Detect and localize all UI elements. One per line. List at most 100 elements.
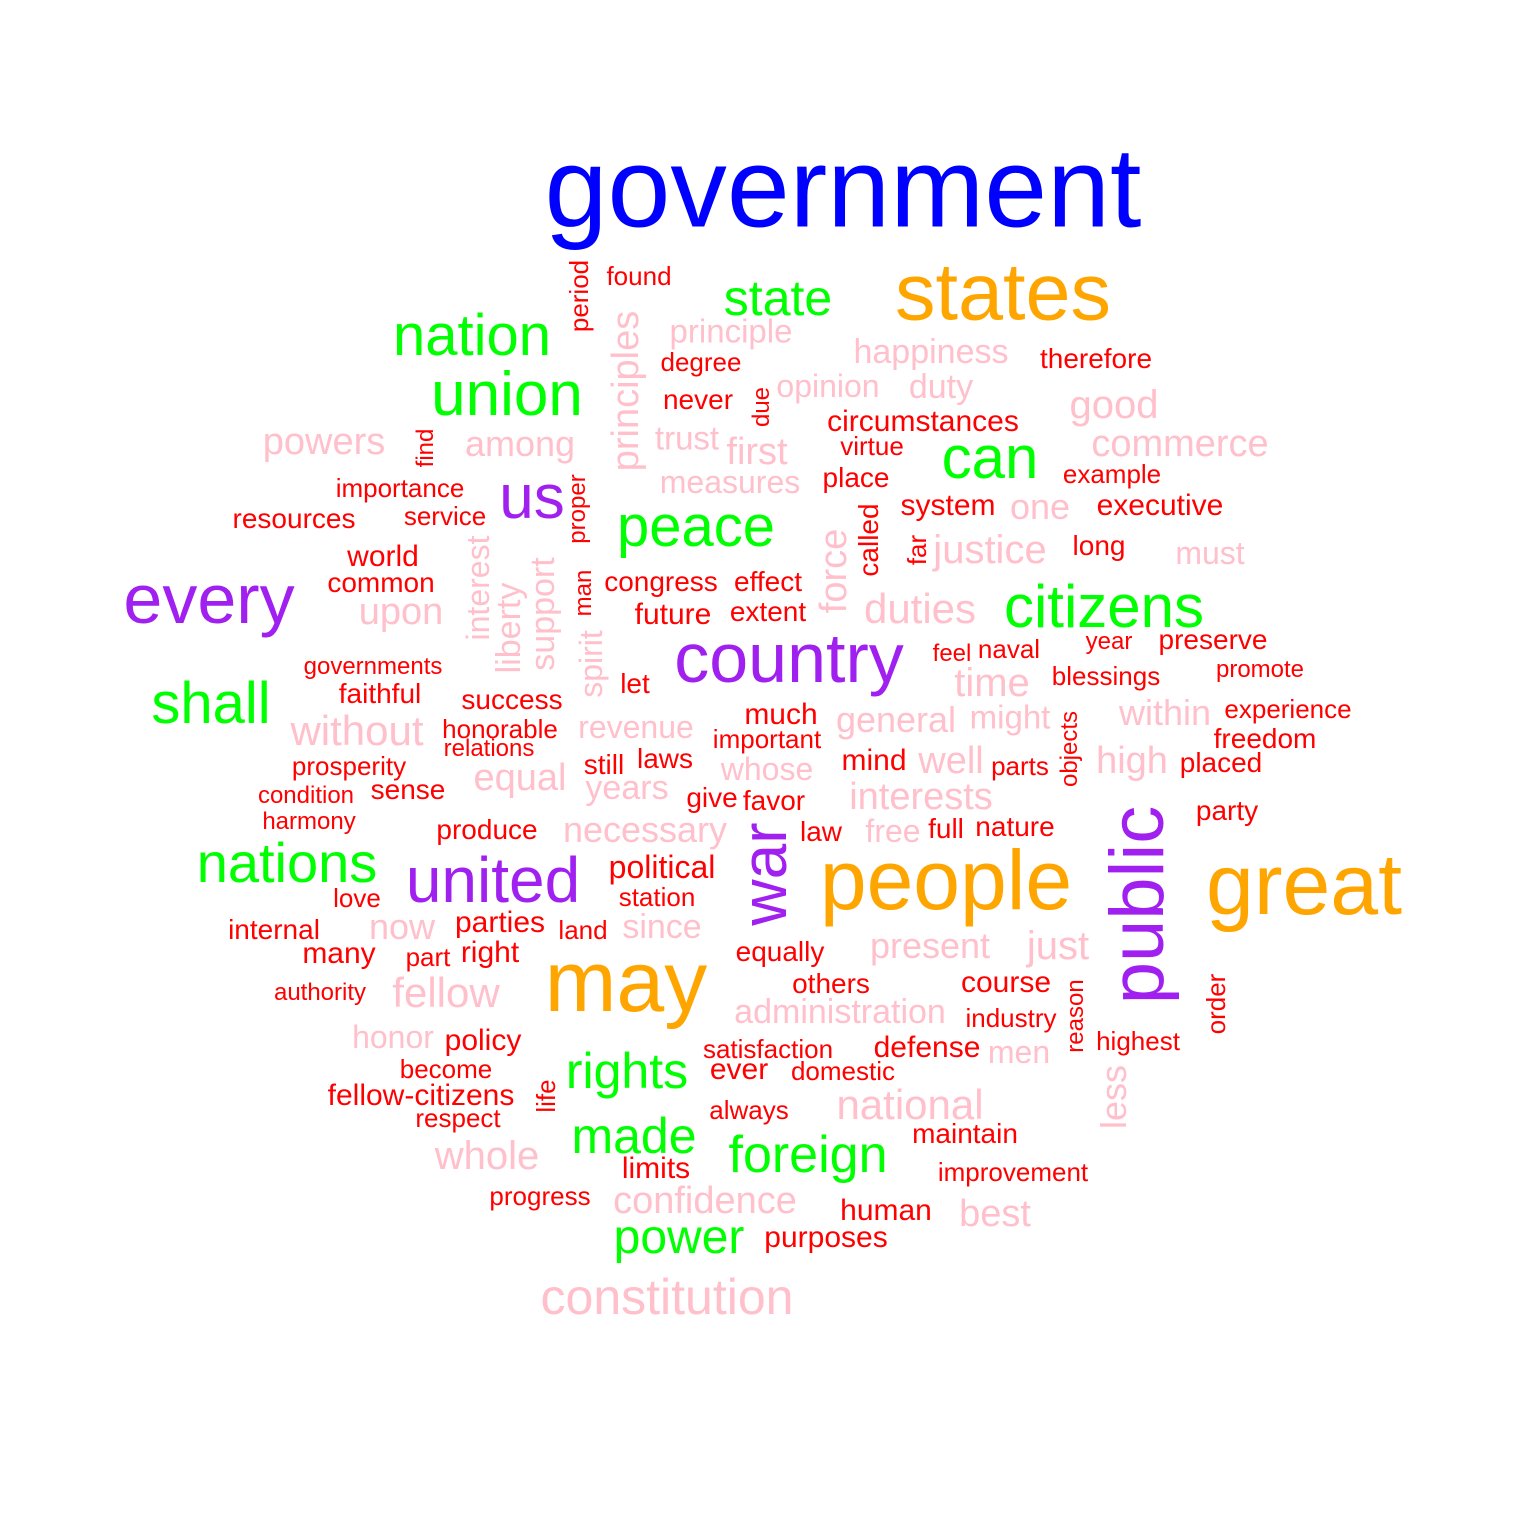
word-always: always bbox=[709, 1095, 789, 1125]
word-sense: sense bbox=[370, 774, 446, 805]
word-condition: condition bbox=[257, 782, 355, 809]
word-national: national bbox=[836, 1081, 984, 1128]
word-now: now bbox=[368, 906, 436, 947]
word-united: united bbox=[405, 844, 581, 916]
word-well: well bbox=[918, 740, 984, 782]
word-circumstances: circumstances bbox=[827, 405, 1019, 438]
word-fellow-citizens: fellow-citizens bbox=[327, 1079, 515, 1112]
word-proper: proper bbox=[564, 474, 591, 544]
word-resources: resources bbox=[232, 503, 356, 534]
word-congress: congress bbox=[604, 566, 718, 597]
word-relations: relations bbox=[443, 735, 535, 762]
word-one: one bbox=[1009, 486, 1071, 527]
word-executive: executive bbox=[1096, 489, 1224, 522]
word-system: system bbox=[900, 489, 996, 522]
word-governments: governments bbox=[303, 653, 443, 680]
word-purposes: purposes bbox=[764, 1221, 888, 1254]
word-liberty: liberty bbox=[490, 582, 528, 674]
word-first: first bbox=[726, 431, 788, 473]
word-interests: interests bbox=[849, 776, 993, 818]
word-objects: objects bbox=[1056, 710, 1083, 788]
word-duties: duties bbox=[863, 585, 977, 632]
word-ever: ever bbox=[709, 1053, 769, 1086]
word-among: among bbox=[464, 423, 576, 464]
word-within: within bbox=[1118, 692, 1212, 733]
word-peace: peace bbox=[616, 494, 776, 559]
word-many: many bbox=[302, 937, 376, 970]
word-feel: feel bbox=[932, 640, 972, 667]
word-might: might bbox=[969, 698, 1051, 736]
word-called: called bbox=[853, 503, 884, 577]
word-fellow: fellow bbox=[392, 969, 500, 1016]
word-people: people bbox=[819, 833, 1073, 927]
word-man: man bbox=[570, 569, 597, 617]
word-political: political bbox=[608, 849, 716, 885]
word-less: less bbox=[1093, 1064, 1134, 1130]
word-produce: produce bbox=[436, 814, 538, 845]
word-union: union bbox=[431, 360, 583, 429]
word-domestic: domestic bbox=[790, 1056, 896, 1086]
word-world: world bbox=[347, 540, 419, 573]
word-importance: importance bbox=[335, 473, 465, 503]
word-revenue: revenue bbox=[578, 709, 694, 745]
word-shall: shall bbox=[151, 671, 271, 736]
word-principles: principles bbox=[605, 310, 647, 472]
word-every: every bbox=[123, 560, 295, 638]
word-since: since bbox=[622, 908, 702, 946]
word-nature: nature bbox=[975, 811, 1055, 842]
word-naval: naval bbox=[977, 634, 1041, 664]
word-principle: principle bbox=[669, 312, 793, 350]
word-free: free bbox=[865, 813, 921, 849]
word-progress: progress bbox=[489, 1181, 591, 1211]
word-spirit: spirit bbox=[573, 630, 609, 698]
word-good: good bbox=[1069, 383, 1159, 427]
word-important: important bbox=[712, 724, 822, 754]
word-station: station bbox=[618, 882, 696, 912]
word-just: just bbox=[1026, 924, 1090, 968]
word-force: force bbox=[813, 528, 855, 614]
word-harmony: harmony bbox=[262, 808, 356, 835]
word-effect: effect bbox=[734, 566, 802, 597]
word-honor: honor bbox=[352, 1019, 434, 1055]
word-respect: respect bbox=[415, 1103, 501, 1133]
word-found: found bbox=[606, 261, 672, 291]
word-parts: parts bbox=[991, 751, 1049, 781]
word-general: general bbox=[835, 699, 957, 740]
word-war: war bbox=[728, 822, 800, 926]
word-never: never bbox=[662, 384, 734, 415]
word-powers: powers bbox=[262, 421, 386, 463]
word-duty: duty bbox=[908, 368, 974, 406]
word-power: power bbox=[613, 1211, 745, 1264]
word-present: present bbox=[869, 925, 991, 966]
word-industry: industry bbox=[965, 1003, 1057, 1033]
word-full: full bbox=[928, 813, 964, 844]
word-upon: upon bbox=[358, 591, 444, 633]
word-period: period bbox=[564, 259, 594, 333]
word-equally: equally bbox=[735, 936, 825, 967]
word-without: without bbox=[290, 707, 424, 754]
word-love: love bbox=[333, 883, 381, 913]
word-states: states bbox=[894, 247, 1112, 338]
word-nations: nations bbox=[196, 831, 378, 894]
word-example: example bbox=[1062, 459, 1162, 489]
word-honorable: honorable bbox=[442, 714, 558, 744]
word-human: human bbox=[840, 1194, 932, 1227]
word-improvement: improvement bbox=[937, 1157, 1089, 1187]
word-favor: favor bbox=[742, 785, 806, 816]
word-become: become bbox=[399, 1054, 493, 1084]
word-necessary: necessary bbox=[562, 809, 728, 850]
word-administration: administration bbox=[734, 993, 946, 1031]
word-made: made bbox=[571, 1108, 697, 1164]
word-reason: reason bbox=[1062, 979, 1089, 1053]
word-life: life bbox=[531, 1079, 561, 1113]
word-still: still bbox=[583, 749, 625, 780]
word-let: let bbox=[620, 668, 650, 699]
word-constitution: constitution bbox=[540, 1269, 794, 1325]
word-much: much bbox=[744, 698, 818, 731]
word-men: men bbox=[987, 1034, 1051, 1070]
word-others: others bbox=[792, 968, 870, 999]
word-course: course bbox=[960, 966, 1052, 999]
word-blessings: blessings bbox=[1051, 661, 1161, 691]
word-whose: whose bbox=[720, 751, 814, 787]
word-placed: placed bbox=[1179, 747, 1263, 778]
